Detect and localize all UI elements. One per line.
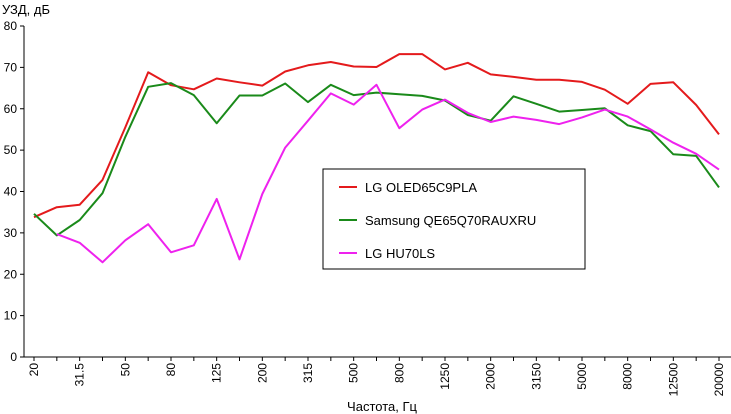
x-tick-label: 2000 bbox=[484, 363, 498, 390]
y-tick-label: 0 bbox=[10, 350, 17, 364]
y-tick-label: 20 bbox=[4, 267, 18, 281]
x-ticks: 20 31.5 50 80 125 200 315 500 800 1250 2000 3150 500… bbox=[27, 357, 726, 396]
series-line-3 bbox=[56, 83, 720, 264]
x-tick-label: 8000 bbox=[621, 363, 635, 390]
x-tick-label: 200 bbox=[255, 363, 269, 383]
y-tick-label: 80 bbox=[4, 19, 18, 33]
y-tick-label: 40 bbox=[4, 185, 18, 199]
legend-label-3: LG HU70LS bbox=[365, 246, 435, 261]
legend-label-1: LG OLED65C9PLA bbox=[365, 180, 477, 195]
x-axis-title: Частота, Гц bbox=[347, 399, 417, 414]
y-axis-title: УЗД, дБ bbox=[2, 2, 50, 17]
x-tick-label: 3150 bbox=[529, 363, 543, 390]
x-tick-label: 20 bbox=[27, 363, 41, 377]
legend-box bbox=[322, 168, 586, 270]
x-tick-label: 20000 bbox=[712, 363, 726, 397]
y-tick-label: 10 bbox=[4, 309, 18, 323]
x-tick-label: 80 bbox=[164, 363, 178, 377]
x-tick-label: 12500 bbox=[666, 363, 680, 397]
series-lines bbox=[33, 53, 720, 264]
x-tick-label: 125 bbox=[210, 363, 224, 383]
y-tick-label: 50 bbox=[4, 143, 18, 157]
legend: LG OLED65C9PLA Samsung QE65Q70RAUXRU LG HU… bbox=[322, 168, 586, 270]
x-tick-label: 800 bbox=[392, 363, 406, 383]
x-tick-label: 315 bbox=[301, 363, 315, 383]
x-tick-label: 500 bbox=[347, 363, 361, 383]
series-line-1 bbox=[33, 53, 720, 219]
legend-label-2: Samsung QE65Q70RAUXRU bbox=[365, 213, 536, 228]
x-tick-label: 1250 bbox=[438, 363, 452, 390]
x-tick-label: 31.5 bbox=[73, 363, 87, 387]
y-tick-label: 70 bbox=[4, 60, 18, 74]
series-line-2 bbox=[33, 82, 720, 237]
x-tick-label: 5000 bbox=[575, 363, 589, 390]
y-tick-label: 60 bbox=[4, 102, 18, 116]
y-ticks: 0 10 20 30 40 50 60 70 80 bbox=[4, 19, 24, 364]
y-tick-label: 30 bbox=[4, 226, 18, 240]
x-tick-label: 50 bbox=[118, 363, 132, 377]
